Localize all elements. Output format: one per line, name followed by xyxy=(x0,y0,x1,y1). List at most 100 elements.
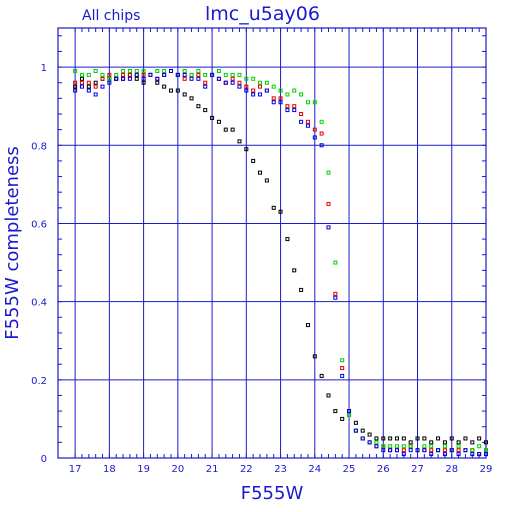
data-point-series-1 xyxy=(182,92,187,97)
data-point-series-1 xyxy=(264,178,269,183)
x-tick-label: 29 xyxy=(480,464,493,475)
data-point-series-2 xyxy=(73,80,78,85)
data-point-series-1 xyxy=(305,323,310,328)
data-point-series-3 xyxy=(203,72,208,77)
data-point-series-3 xyxy=(326,170,331,175)
data-point-series-2 xyxy=(141,72,146,77)
data-point-series-4 xyxy=(258,92,263,97)
x-tick-label: 24 xyxy=(308,464,321,475)
data-point-series-4 xyxy=(134,72,139,77)
data-point-series-3 xyxy=(86,72,91,77)
data-point-series-2 xyxy=(340,366,345,371)
x-tick-label: 28 xyxy=(445,464,458,475)
data-point-series-2 xyxy=(196,72,201,77)
data-point-series-3 xyxy=(93,69,98,73)
data-point-series-3 xyxy=(223,72,228,77)
data-point-series-4 xyxy=(223,80,228,85)
data-point-series-4 xyxy=(401,452,406,457)
data-point-series-1 xyxy=(189,96,194,101)
data-point-series-4 xyxy=(264,88,269,93)
y-tick-label: 0 xyxy=(41,454,47,465)
data-point-series-1 xyxy=(292,268,297,273)
data-point-series-2 xyxy=(326,201,331,206)
data-point-series-4 xyxy=(168,69,173,73)
data-point-series-3 xyxy=(264,80,269,85)
data-point-series-3 xyxy=(155,69,160,73)
data-point-series-3 xyxy=(381,444,386,449)
data-point-series-4 xyxy=(79,84,84,89)
data-point-series-1 xyxy=(244,147,249,152)
data-point-series-2 xyxy=(244,84,249,89)
data-point-series-3 xyxy=(73,69,78,73)
data-point-series-1 xyxy=(442,440,447,445)
data-points xyxy=(73,69,488,457)
data-point-series-3 xyxy=(100,72,105,77)
data-point-series-4 xyxy=(271,100,276,105)
data-point-series-1 xyxy=(278,209,283,214)
data-point-series-2 xyxy=(107,72,112,77)
data-point-series-3 xyxy=(79,72,84,77)
data-point-series-1 xyxy=(258,170,263,175)
data-point-series-1 xyxy=(429,440,434,445)
data-point-series-4 xyxy=(470,452,475,457)
data-point-series-2 xyxy=(237,80,242,85)
data-point-series-1 xyxy=(463,436,468,441)
y-tick-label: 0.4 xyxy=(31,298,47,309)
data-point-series-3 xyxy=(394,444,399,449)
data-point-series-3 xyxy=(162,69,167,73)
data-point-series-4 xyxy=(353,428,358,433)
data-point-series-4 xyxy=(155,76,160,81)
data-point-series-4 xyxy=(484,452,488,457)
data-point-series-1 xyxy=(436,436,441,441)
data-point-series-4 xyxy=(73,88,78,93)
data-point-series-4 xyxy=(100,84,105,89)
data-point-series-4 xyxy=(347,409,352,414)
data-point-series-2 xyxy=(292,104,297,109)
data-point-series-2 xyxy=(121,72,126,77)
data-point-series-2 xyxy=(127,72,132,77)
x-tick-label: 22 xyxy=(240,464,253,475)
data-point-series-4 xyxy=(196,76,201,81)
data-point-series-1 xyxy=(162,84,167,89)
data-point-series-4 xyxy=(93,92,98,97)
data-point-series-4 xyxy=(381,448,386,453)
data-point-series-3 xyxy=(182,69,187,73)
data-point-series-1 xyxy=(408,440,413,445)
x-tick-label: 23 xyxy=(274,464,287,475)
data-point-series-3 xyxy=(312,100,317,105)
data-point-series-2 xyxy=(429,448,434,453)
data-point-series-2 xyxy=(312,127,317,132)
data-point-series-4 xyxy=(477,452,482,457)
data-point-series-4 xyxy=(148,72,153,77)
x-tick-label: 21 xyxy=(206,464,219,475)
data-point-series-4 xyxy=(463,448,468,453)
x-axis-label: F555W xyxy=(241,483,304,504)
data-point-series-3 xyxy=(285,92,290,97)
chart-subtitle: All chips xyxy=(82,8,140,24)
data-point-series-1 xyxy=(367,432,372,437)
data-point-series-1 xyxy=(155,80,160,85)
data-point-series-3 xyxy=(484,448,488,453)
data-point-series-4 xyxy=(374,444,379,449)
data-point-series-3 xyxy=(114,72,119,77)
data-point-series-4 xyxy=(394,448,399,453)
tick-labels: 17 18 19 20 21 22 23 24 25 26 27 28 29 0 0.2 0.4 0.6 0.8 1 xyxy=(31,63,492,475)
data-point-series-3 xyxy=(477,444,482,449)
data-point-series-1 xyxy=(360,428,365,433)
data-point-series-1 xyxy=(216,119,221,124)
x-tick-label: 17 xyxy=(69,464,82,475)
data-point-series-4 xyxy=(189,76,194,81)
data-point-series-4 xyxy=(422,448,427,453)
data-point-series-2 xyxy=(285,104,290,109)
data-point-series-2 xyxy=(93,84,98,89)
data-point-series-1 xyxy=(326,393,331,398)
data-point-series-2 xyxy=(79,80,84,85)
data-point-series-1 xyxy=(319,373,324,378)
data-point-series-1 xyxy=(251,158,256,163)
data-point-series-1 xyxy=(73,84,78,89)
data-point-series-4 xyxy=(312,135,317,140)
data-point-series-4 xyxy=(182,72,187,77)
data-point-series-1 xyxy=(456,440,461,445)
data-point-series-1 xyxy=(312,354,317,359)
